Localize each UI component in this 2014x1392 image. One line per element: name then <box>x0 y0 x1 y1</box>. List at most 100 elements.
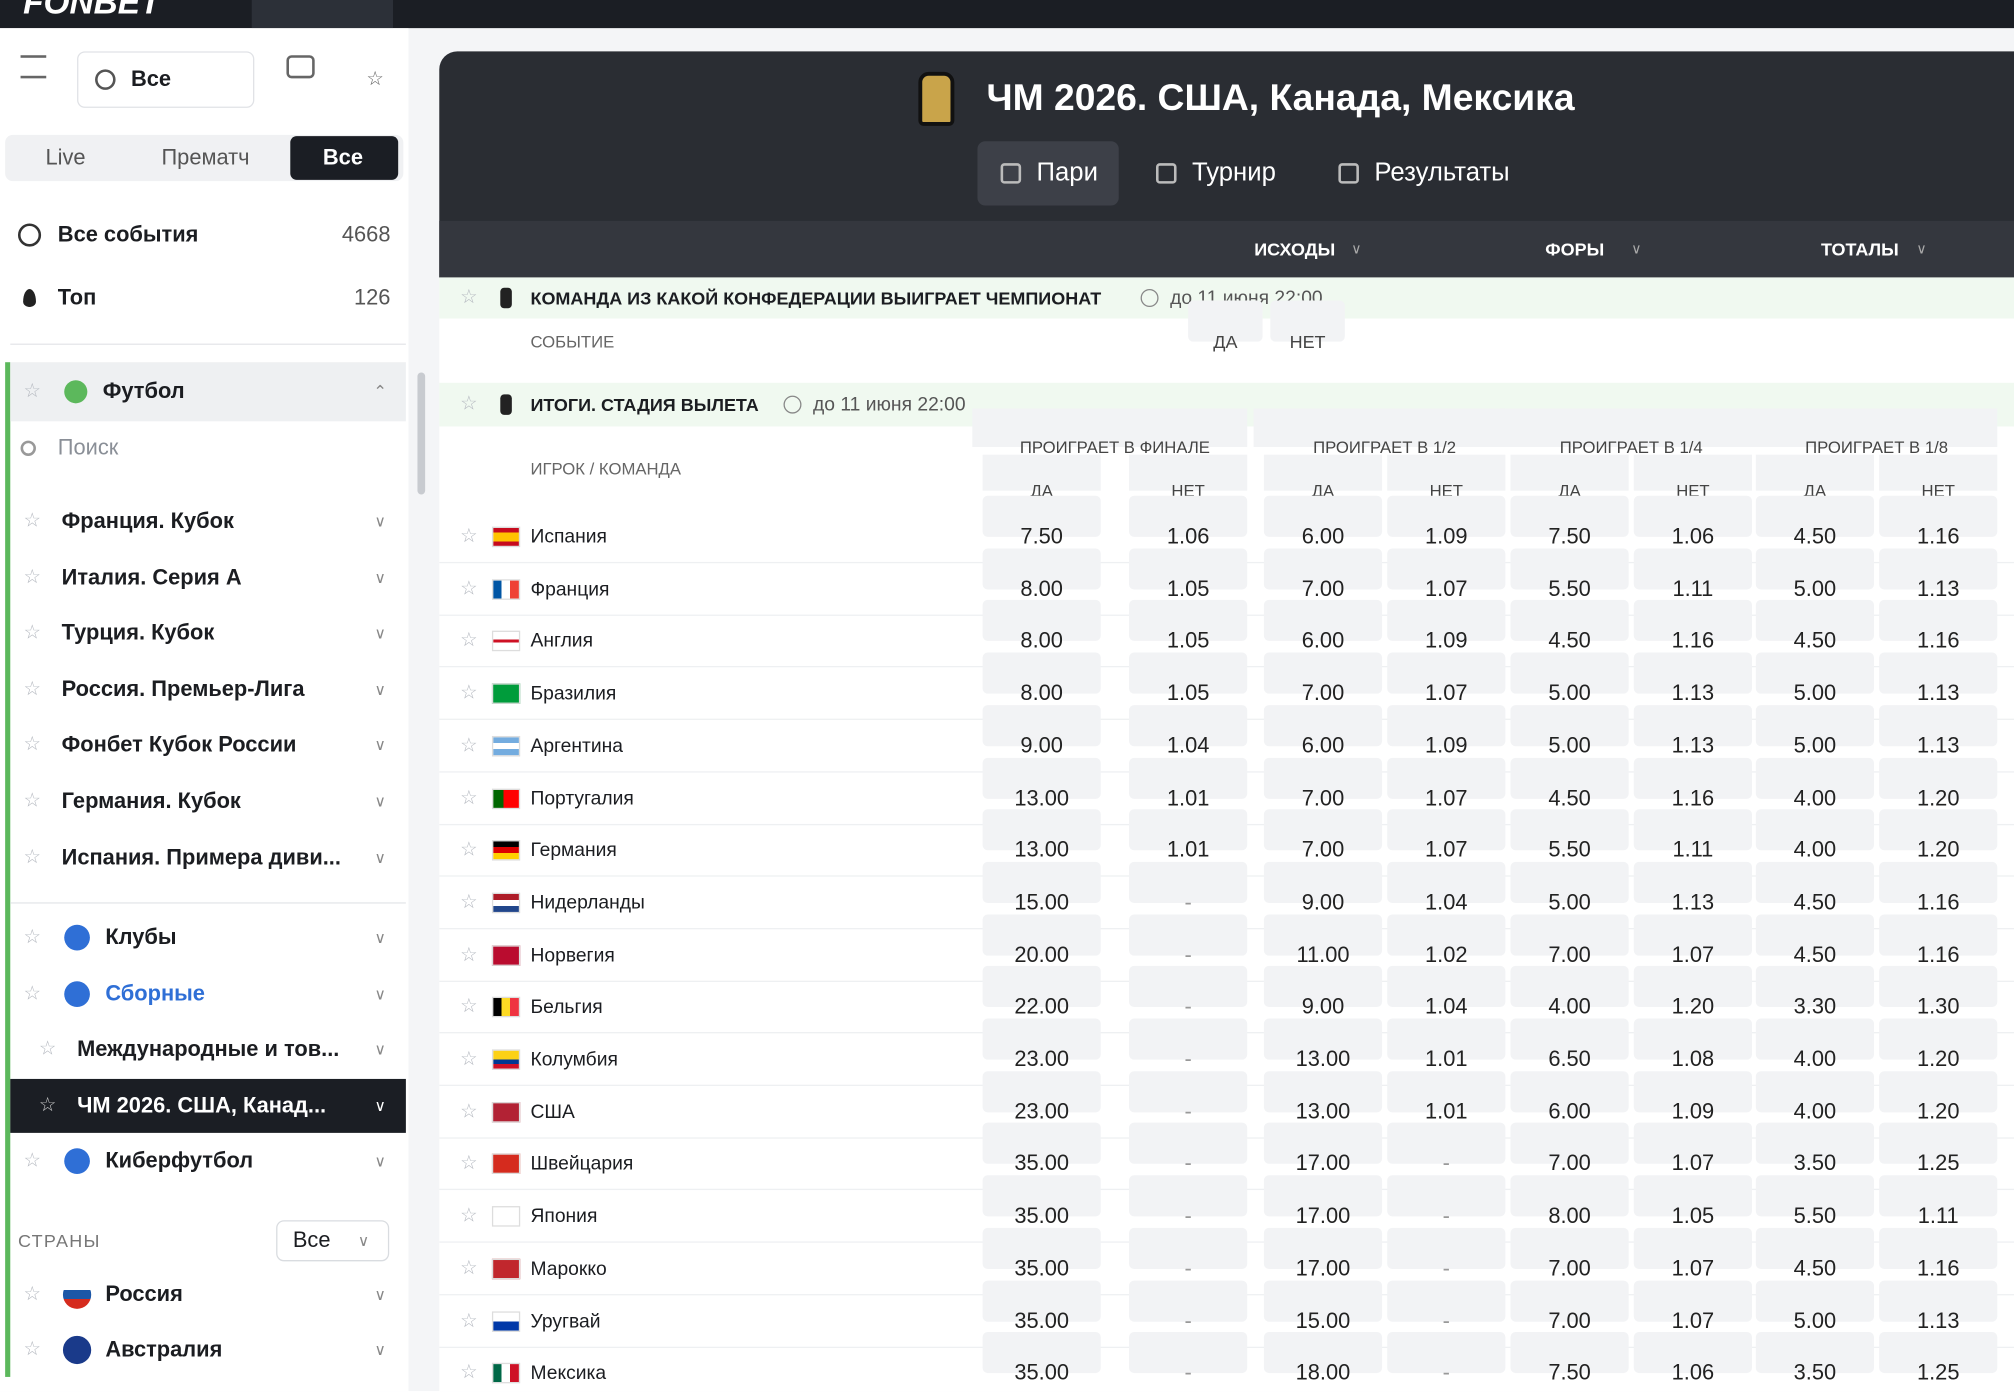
odd-bg[interactable] <box>1755 757 1874 799</box>
odd-bg[interactable] <box>1263 913 1383 956</box>
odd[interactable]: 17.00 <box>1295 1203 1351 1229</box>
odd[interactable]: - <box>1184 1046 1192 1072</box>
odd-bg[interactable] <box>982 1332 1101 1374</box>
odd-bg[interactable] <box>1510 1332 1629 1374</box>
odd[interactable]: 6.00 <box>1301 733 1345 758</box>
odd-bg[interactable] <box>982 495 1101 537</box>
odd[interactable]: 8.00 <box>1548 1203 1591 1229</box>
subgroup[interactable]: Международные и тов... <box>77 1036 340 1061</box>
odd-bg[interactable] <box>1263 652 1383 694</box>
odd[interactable]: 35.00 <box>1014 1360 1070 1385</box>
odd-bg[interactable] <box>1879 966 1998 1008</box>
odd-bg[interactable] <box>1129 913 1248 956</box>
odd-bg[interactable] <box>1263 704 1383 746</box>
odd-bg[interactable] <box>1633 600 1752 642</box>
star-icon[interactable]: ☆ <box>366 68 384 90</box>
odd-bg[interactable] <box>1129 966 1248 1008</box>
odd-bg[interactable] <box>1387 1123 1506 1165</box>
odd[interactable]: 18.00 <box>1295 1360 1351 1385</box>
odd[interactable]: 35.00 <box>1014 1308 1070 1333</box>
odd[interactable]: 15.00 <box>1014 889 1070 915</box>
odd[interactable]: 1.07 <box>1671 1255 1715 1281</box>
odd[interactable]: 1.25 <box>1916 1360 1960 1385</box>
all-events[interactable]: Все события <box>57 222 199 247</box>
odd-bg[interactable] <box>1879 600 1998 642</box>
odd[interactable]: 4.50 <box>1793 524 1837 549</box>
time-filter-label[interactable]: Все <box>131 66 172 92</box>
odd-bg[interactable] <box>1387 652 1506 694</box>
odd-bg[interactable] <box>1510 652 1629 694</box>
odd-bg[interactable] <box>1633 1123 1752 1165</box>
odd-bg[interactable] <box>982 1070 1101 1112</box>
odd[interactable]: 13.00 <box>1014 785 1070 810</box>
star-icon[interactable]: ☆ <box>23 845 41 868</box>
odd[interactable]: - <box>1442 1308 1450 1333</box>
odd-bg[interactable] <box>1510 1123 1629 1165</box>
odd-bg[interactable] <box>982 704 1101 746</box>
odd-bg[interactable] <box>1879 1070 1998 1112</box>
odd[interactable]: 8.00 <box>1020 628 1063 653</box>
star-icon[interactable]: ☆ <box>460 1048 478 1070</box>
odd-bg[interactable] <box>982 652 1101 694</box>
odd[interactable]: 1.13 <box>1916 733 1960 758</box>
odd-bg[interactable] <box>1387 1018 1506 1060</box>
odd[interactable]: 4.00 <box>1793 785 1837 810</box>
odd[interactable]: 13.00 <box>1295 1099 1351 1124</box>
odd-bg[interactable] <box>1755 1070 1874 1112</box>
star-icon[interactable]: ☆ <box>23 789 41 812</box>
odd[interactable]: 35.00 <box>1014 1255 1070 1281</box>
odd-bg[interactable] <box>982 1175 1101 1217</box>
odd-bg[interactable] <box>1755 548 1874 590</box>
odd-bg[interactable] <box>1879 913 1998 956</box>
star-icon[interactable]: ☆ <box>460 995 478 1018</box>
star-icon[interactable]: ☆ <box>23 982 41 1005</box>
odd-bg[interactable] <box>1387 1175 1506 1217</box>
odd-bg[interactable] <box>1510 861 1629 903</box>
star-icon[interactable]: ☆ <box>23 677 41 700</box>
star-icon[interactable]: ☆ <box>460 629 478 652</box>
odd-bg[interactable] <box>1633 966 1752 1008</box>
odd[interactable]: 4.50 <box>1793 889 1837 915</box>
odd[interactable]: 6.00 <box>1301 628 1345 653</box>
odd-bg[interactable] <box>1879 1175 1998 1217</box>
star-icon[interactable]: ☆ <box>460 286 478 309</box>
odd-bg[interactable] <box>1755 704 1874 746</box>
league[interactable]: Италия. Серия А <box>61 564 242 590</box>
odd-bg[interactable] <box>1633 861 1752 903</box>
odd[interactable]: 1.09 <box>1671 1099 1715 1124</box>
odd-bg[interactable] <box>982 1227 1101 1269</box>
mode-tab[interactable]: Все <box>322 145 363 170</box>
odd-bg[interactable] <box>1387 495 1506 537</box>
odd-bg[interactable] <box>1129 757 1248 799</box>
odd[interactable]: 5.00 <box>1548 889 1591 915</box>
odd-bg[interactable] <box>1755 1018 1874 1060</box>
odd-bg[interactable] <box>1387 1332 1506 1374</box>
odd[interactable]: 35.00 <box>1014 1203 1070 1229</box>
odd-bg[interactable] <box>1755 495 1874 537</box>
odd-bg[interactable] <box>1879 1123 1998 1165</box>
odd[interactable]: - <box>1184 1099 1192 1124</box>
odd[interactable]: 7.50 <box>1020 524 1063 549</box>
odd[interactable]: 6.00 <box>1548 1099 1591 1124</box>
odd-bg[interactable] <box>1263 1123 1383 1165</box>
odd[interactable]: 1.07 <box>1425 785 1468 810</box>
odd-bg[interactable] <box>982 600 1101 642</box>
odd-bg[interactable] <box>1510 1227 1629 1269</box>
league[interactable]: Турция. Кубок <box>61 620 215 646</box>
odd[interactable]: 1.16 <box>1671 628 1715 653</box>
odd[interactable]: 4.50 <box>1548 628 1591 653</box>
esport[interactable]: Киберфутбол <box>105 1148 254 1173</box>
odd[interactable]: 1.07 <box>1425 576 1468 601</box>
odd[interactable]: 1.08 <box>1671 1046 1715 1072</box>
odd[interactable]: 1.16 <box>1916 524 1960 549</box>
star-icon[interactable]: ☆ <box>460 1100 478 1123</box>
odd-bg[interactable] <box>1510 1279 1629 1322</box>
odd-bg[interactable] <box>1263 861 1383 903</box>
league[interactable]: Германия. Кубок <box>61 788 241 814</box>
odd[interactable]: - <box>1442 1203 1450 1229</box>
star-icon[interactable]: ☆ <box>460 1309 478 1332</box>
odd[interactable]: - <box>1184 1151 1192 1176</box>
odd-bg[interactable] <box>1633 1018 1752 1060</box>
odd[interactable]: 7.00 <box>1548 942 1591 967</box>
odd[interactable]: 17.00 <box>1295 1255 1351 1281</box>
